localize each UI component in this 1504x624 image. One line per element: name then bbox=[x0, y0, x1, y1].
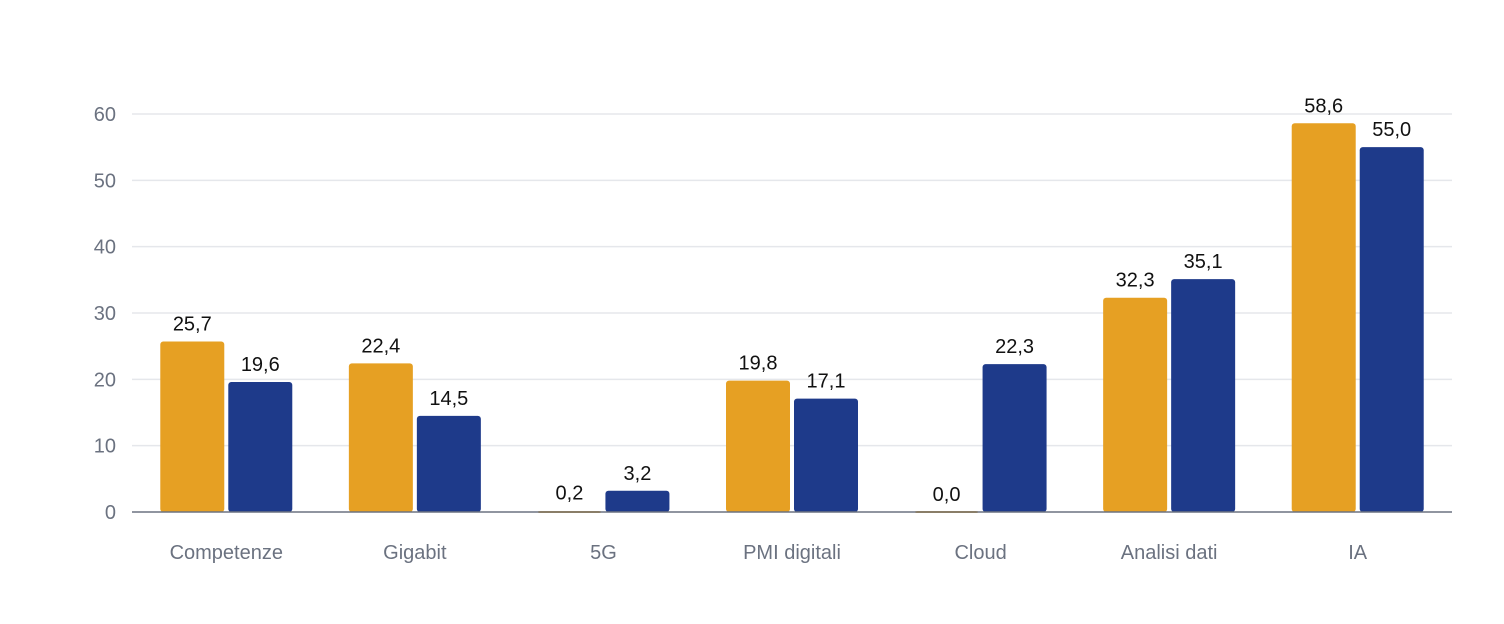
bar bbox=[726, 380, 790, 512]
data-label: 17,1 bbox=[807, 371, 846, 393]
x-category-label: Cloud bbox=[954, 542, 1006, 564]
x-category-label: Analisi dati bbox=[1121, 542, 1218, 564]
x-category-label: IA bbox=[1348, 542, 1368, 564]
data-label: 14,5 bbox=[429, 388, 468, 410]
data-label: 35,1 bbox=[1184, 251, 1223, 273]
x-category-label: Gigabit bbox=[383, 542, 447, 564]
data-label: 22,3 bbox=[995, 336, 1034, 358]
data-label: 58,6 bbox=[1304, 95, 1343, 117]
data-label: 0,0 bbox=[933, 484, 961, 506]
x-category-label: Competenze bbox=[170, 542, 283, 564]
y-tick-label: 50 bbox=[94, 170, 116, 192]
x-axis-categories: Competenze Gigabit 5G PMI digitali Cloud Anal… bbox=[170, 542, 1368, 564]
data-label: 55,0 bbox=[1372, 119, 1411, 141]
data-label: 22,4 bbox=[361, 335, 400, 357]
bar bbox=[348, 363, 413, 512]
bar bbox=[160, 341, 225, 512]
bar bbox=[416, 415, 481, 512]
data-label: 25,7 bbox=[173, 314, 212, 336]
data-label: 32,3 bbox=[1116, 270, 1155, 292]
data-label: 19,6 bbox=[241, 354, 280, 376]
bar bbox=[228, 381, 293, 512]
y-tick-label: 20 bbox=[94, 369, 116, 391]
bar bbox=[1103, 297, 1168, 512]
y-tick-label: 0 bbox=[105, 502, 116, 524]
bar bbox=[794, 398, 858, 512]
gridlines bbox=[132, 113, 1452, 447]
data-label: 0,2 bbox=[556, 483, 584, 505]
data-label: 19,8 bbox=[739, 353, 778, 375]
bar bbox=[1291, 123, 1356, 512]
y-tick-label: 10 bbox=[94, 436, 116, 458]
data-labels: 25,7 19,6 22,4 14,5 0,2 3,2 19,8 17,1 0,0 22,3 32,… bbox=[173, 95, 1411, 506]
y-tick-label: 40 bbox=[94, 237, 116, 259]
bar bbox=[982, 364, 1047, 512]
x-category-label: PMI digitali bbox=[743, 542, 841, 564]
y-tick-label: 60 bbox=[94, 104, 116, 126]
data-label: 3,2 bbox=[624, 463, 652, 485]
y-axis-ticks: 0 10 20 30 40 50 60 bbox=[94, 104, 116, 524]
bar bbox=[1171, 279, 1236, 512]
y-tick-label: 30 bbox=[94, 303, 116, 325]
bar bbox=[1359, 147, 1424, 512]
bars bbox=[160, 123, 1424, 513]
x-category-label: 5G bbox=[590, 542, 617, 564]
bar bbox=[605, 490, 670, 512]
